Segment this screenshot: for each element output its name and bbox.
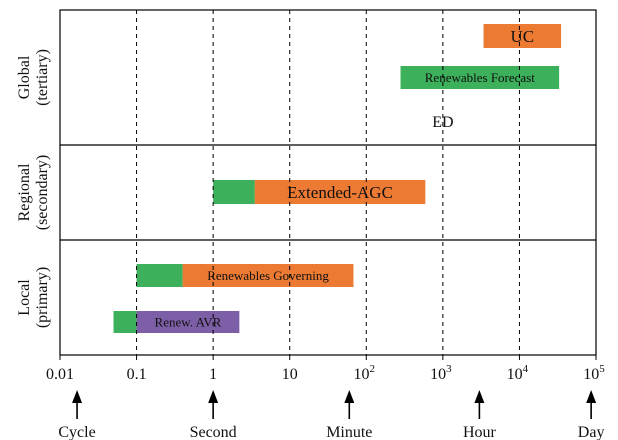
row-label: Regional (secondary) [16, 155, 51, 231]
time-scale-marker: Second [190, 390, 237, 440]
bars-layer: UC Renewables Forecast Extended-AGC Renewab… [113, 24, 562, 333]
time-scale-label: Cycle [58, 424, 95, 440]
arrow-head-icon [474, 390, 485, 403]
arrow-head-icon [344, 390, 355, 403]
x-tick-label: 103 [430, 363, 452, 383]
x-tick-label: 10 [282, 366, 298, 383]
bar-segment [483, 24, 562, 48]
bar-0: UC [483, 24, 562, 48]
plot-frame [59, 9, 597, 356]
grid-layer [136, 10, 520, 355]
time-scale-marker: Minute [326, 390, 372, 440]
time-scale-marker: Hour [463, 390, 497, 440]
bar-label: Extended-AGC [287, 183, 393, 202]
time-scale-label: Hour [463, 424, 497, 440]
arrow-head-icon [208, 390, 219, 403]
annotation-label: ED [432, 114, 453, 131]
arrow-head-icon [72, 390, 83, 403]
bar-4: Renew. AVR [113, 311, 240, 333]
time-scale-label: Second [190, 424, 237, 440]
bar-segment [136, 311, 240, 333]
row-label-line1: Global [16, 55, 33, 99]
x-tick-label: 0.01 [46, 366, 74, 383]
bar-segment [113, 311, 137, 333]
arrow-head-icon [586, 390, 597, 403]
x-tick-label: 102 [354, 363, 376, 383]
time-scale-marker: Cycle [58, 390, 96, 440]
bar-segment [254, 180, 426, 204]
bar-segment [213, 180, 255, 204]
bar-3: Renewables Governing [136, 264, 354, 287]
bar-1: Renewables Forecast [400, 66, 560, 89]
text-layer: 0.01 0.1 1 10 102 103 104 105 Global (tertiary) Re… [16, 49, 605, 440]
row-label-line1: Regional [16, 163, 33, 221]
row-label-line2: (secondary) [34, 155, 51, 231]
time-scale-marker: Day [578, 390, 605, 440]
bar-label: Renew. AVR [155, 315, 222, 330]
x-tick-label: 105 [583, 363, 605, 383]
bar-segment [182, 264, 354, 287]
bar-2: Extended-AGC [213, 180, 426, 204]
time-scale-label: Day [578, 424, 605, 440]
x-tick-label: 104 [507, 363, 529, 383]
row-label-line2: (primary) [34, 267, 51, 328]
bar-label: Renewables Governing [207, 268, 329, 283]
bar-label: Renewables Forecast [425, 70, 535, 85]
bar-label: UC [511, 27, 535, 46]
time-scale-label: Minute [326, 424, 372, 440]
bar-segment [136, 264, 183, 287]
row-label-line1: Local [16, 279, 33, 316]
frame-layer [59, 9, 597, 360]
row-label-line2: (tertiary) [34, 49, 51, 106]
row-label: Global (tertiary) [16, 49, 51, 106]
x-tick-label: 0.1 [127, 366, 147, 383]
x-tick-label: 1 [209, 366, 217, 383]
row-label: Local (primary) [16, 267, 51, 328]
